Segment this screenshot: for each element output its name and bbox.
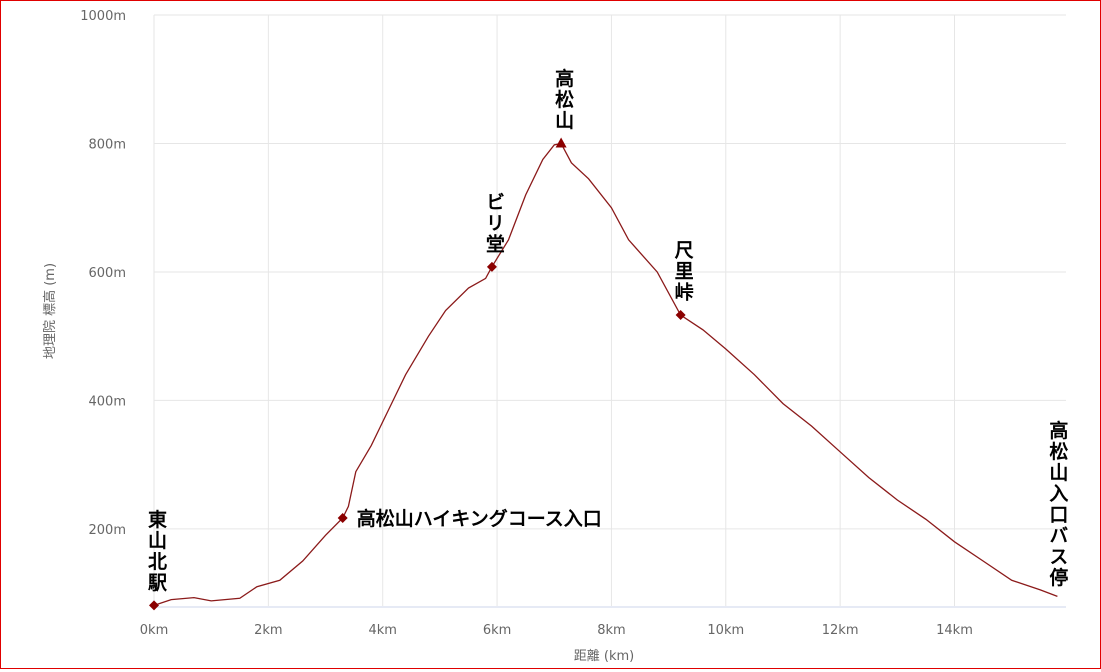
y-tick-label: 200m — [89, 523, 126, 538]
x-tick-label: 6km — [483, 623, 511, 638]
x-tick-label: 10km — [707, 623, 744, 638]
y-axis-title: 地理院 標高 (m) — [42, 263, 58, 359]
waypoint-label: 高松山 — [552, 67, 574, 131]
waypoint-label: 東山北駅 — [145, 508, 168, 593]
elevation-line — [153, 142, 1058, 607]
x-tick-label: 2km — [254, 623, 282, 638]
waypoint-marker — [486, 261, 497, 272]
x-tick-label: 0km — [140, 623, 168, 638]
y-tick-label: 800m — [89, 137, 126, 152]
x-axis-title: 距離 (km) — [574, 649, 634, 664]
x-tick-label: 12km — [822, 623, 859, 638]
waypoint-marker — [675, 309, 686, 320]
waypoint-marker — [337, 512, 348, 523]
waypoint-marker — [149, 600, 159, 611]
x-tick-label: 8km — [597, 623, 625, 638]
y-tick-label: 600m — [89, 266, 126, 281]
waypoint-label: 高松山入口バス停 — [1046, 419, 1068, 588]
waypoint-label: ビリ堂 — [483, 192, 505, 255]
summit-marker — [555, 137, 567, 148]
x-tick-label: 4km — [368, 623, 396, 638]
y-tick-label: 400m — [89, 394, 126, 409]
waypoint-label: 高松山ハイキングコース入口 — [357, 507, 602, 530]
x-tick-label: 14km — [936, 623, 973, 638]
y-tick-label: 1000m — [80, 9, 126, 24]
waypoint-label: 尺里峠 — [672, 240, 694, 303]
